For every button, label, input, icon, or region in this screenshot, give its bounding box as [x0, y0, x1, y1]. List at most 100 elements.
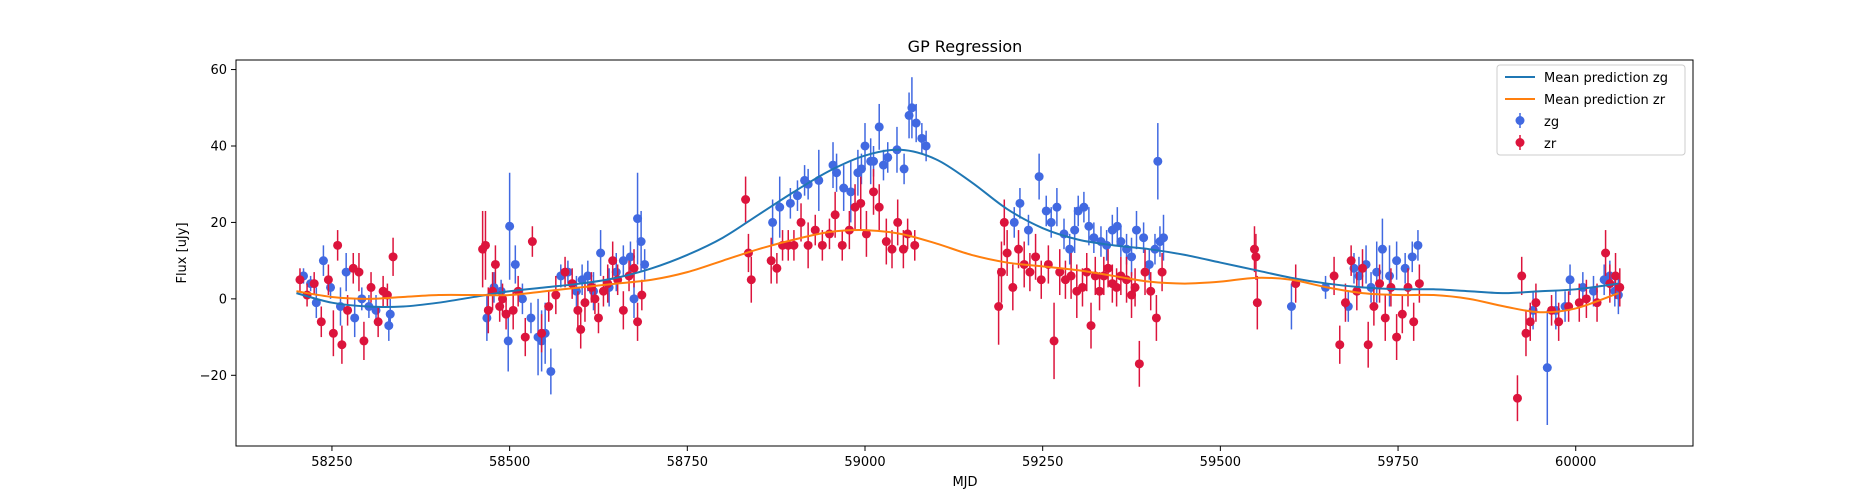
data-point-zg	[1116, 237, 1126, 247]
data-point-zg	[921, 141, 931, 151]
data-point-zr	[999, 217, 1009, 227]
data-point-zg	[878, 160, 888, 170]
data-point-zg	[1139, 233, 1149, 243]
data-point-zg	[911, 118, 921, 128]
data-point-zg	[1046, 217, 1056, 227]
data-point-zg	[1052, 202, 1062, 212]
data-point-zr	[1157, 267, 1167, 277]
data-point-zg	[1407, 252, 1417, 262]
data-point-zr	[323, 275, 333, 285]
legend-marker-zr	[1515, 135, 1525, 150]
y-axis-label: Flux [uJy]	[175, 222, 190, 283]
data-point-zg	[1413, 240, 1423, 250]
data-point-zg	[633, 214, 643, 224]
data-point-zr	[1601, 248, 1611, 258]
data-point-zg	[596, 248, 606, 258]
data-point-zg	[883, 152, 893, 162]
data-point-zg	[318, 256, 328, 266]
data-point-zg	[1023, 225, 1033, 235]
data-point-zr	[1358, 263, 1368, 273]
data-point-zr	[1369, 302, 1379, 312]
data-point-zr	[295, 275, 305, 285]
data-point-zr	[1363, 340, 1373, 350]
mean-line-zr	[296, 228, 1619, 314]
data-point-zg	[629, 294, 639, 304]
legend-label-zr: zr	[1544, 137, 1557, 152]
data-point-zr	[580, 298, 590, 308]
y-tick-label: −20	[200, 369, 227, 384]
data-point-zr	[1251, 252, 1261, 262]
data-point-zr	[608, 256, 618, 266]
data-point-zr	[789, 240, 799, 250]
x-tick-label: 59250	[1022, 455, 1063, 470]
data-point-zr	[1397, 309, 1407, 319]
x-tick-label: 58500	[489, 455, 530, 470]
data-point-zg	[1065, 244, 1075, 254]
data-point-zg	[1392, 256, 1402, 266]
data-point-zr	[1055, 267, 1065, 277]
x-tick-label: 59000	[844, 455, 885, 470]
data-point-zg	[856, 164, 866, 174]
data-point-zr	[366, 282, 376, 292]
y-axis: −20 0 20 40 60	[200, 63, 236, 384]
data-point-zr	[551, 290, 561, 300]
data-point-zg	[1015, 198, 1025, 208]
data-point-zr	[560, 267, 570, 277]
axes-frame	[235, 59, 1694, 447]
data-point-zr	[1002, 248, 1012, 258]
data-point-zg	[846, 187, 856, 197]
data-point-zg	[874, 122, 884, 132]
data-point-zr	[1077, 282, 1087, 292]
legend-label-zg: zg	[1544, 115, 1559, 130]
data-point-zr	[837, 240, 847, 250]
data-point-zr	[637, 290, 647, 300]
x-tick-label: 60000	[1555, 455, 1596, 470]
data-point-zr	[1130, 282, 1140, 292]
data-point-zr	[887, 244, 897, 254]
data-point-zg	[618, 256, 628, 266]
data-point-zg	[1385, 271, 1395, 281]
data-point-zr	[388, 252, 398, 262]
series-zg	[299, 77, 1623, 425]
data-point-zr	[1025, 267, 1035, 277]
data-point-zr	[1066, 271, 1076, 281]
data-point-zr	[830, 210, 840, 220]
legend-box	[1496, 64, 1686, 156]
data-point-zr	[910, 240, 920, 250]
data-point-zr	[810, 225, 820, 235]
data-point-zg	[482, 313, 492, 323]
data-point-zr	[1375, 279, 1385, 289]
data-point-zr	[1525, 317, 1535, 327]
data-point-zr	[1086, 321, 1096, 331]
y-tick-label: 60	[210, 63, 227, 78]
data-point-zr	[527, 237, 537, 247]
data-point-zr	[598, 286, 608, 296]
data-point-zr	[1146, 286, 1156, 296]
data-point-zr	[1581, 294, 1591, 304]
data-point-zr	[772, 263, 782, 273]
data-point-zr	[1521, 328, 1531, 338]
data-point-zg	[640, 259, 650, 269]
data-point-zr	[861, 229, 871, 239]
x-tick-label: 59500	[1200, 455, 1241, 470]
data-point-zr	[593, 313, 603, 323]
data-point-zr	[359, 336, 369, 346]
data-point-zr	[343, 305, 353, 315]
data-point-zg	[546, 366, 556, 376]
data-point-zg	[775, 202, 785, 212]
data-point-zr	[1335, 340, 1345, 350]
data-point-zr	[1380, 313, 1390, 323]
data-point-zg	[1588, 286, 1598, 296]
data-point-zr	[1386, 282, 1396, 292]
data-point-zr	[373, 317, 383, 327]
data-point-zr	[1151, 313, 1161, 323]
data-point-zr	[520, 332, 530, 342]
data-point-zg	[1286, 302, 1296, 312]
data-point-zr	[508, 305, 518, 315]
data-point-zg	[1079, 202, 1089, 212]
data-point-zg	[1159, 233, 1169, 243]
series-zr	[295, 168, 1625, 422]
x-tick-label: 58750	[667, 455, 708, 470]
data-point-zg	[832, 168, 842, 178]
legend-label-mean-zg: Mean prediction zg	[1544, 71, 1668, 86]
